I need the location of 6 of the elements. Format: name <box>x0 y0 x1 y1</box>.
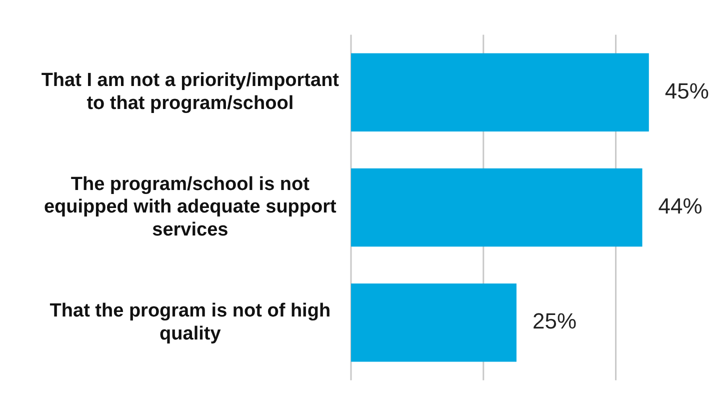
y-tick-label: The program/school is not equipped with adequate support services <box>44 174 338 241</box>
data-label: 25% <box>532 308 577 334</box>
data-label: 45% <box>664 78 709 104</box>
y-tick-label: That I am not a priority/important to that program/school <box>41 70 340 114</box>
data-label: 44% <box>658 194 702 219</box>
y-tick-label: That the program is not of high quality <box>50 300 331 344</box>
